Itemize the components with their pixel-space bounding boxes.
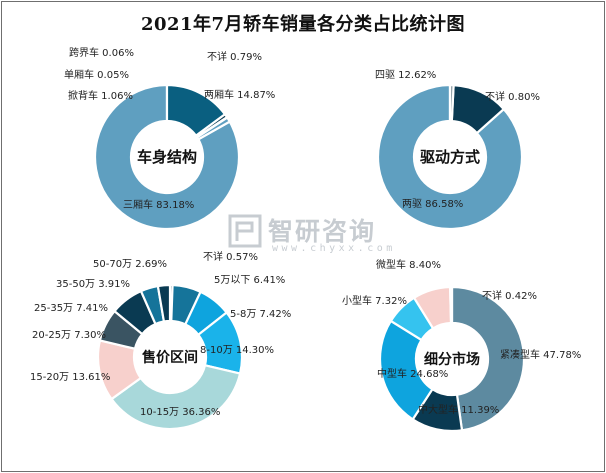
data-label-8-10万: 8-10万 14.30% <box>200 345 274 356</box>
slice-紧凑型车 <box>450 285 526 432</box>
data-label-单厢车: 单厢车 0.05% <box>64 68 129 81</box>
slice-两厢车 <box>165 83 227 138</box>
data-label-两驱: 两驱 86.58% <box>402 198 463 210</box>
data-label-5-8万: 5-8万 7.42% <box>230 309 291 320</box>
data-label-四驱: 四驱 12.62% <box>375 69 436 81</box>
data-label-小型车: 小型车 7.32% <box>342 294 407 307</box>
donut-chart-4: 细分市场 紧凑型车 47.78% 中大型车 11.39% 中型车 24.68% 小型车 … <box>342 258 581 433</box>
data-label-15-20万: 15-20万 13.61% <box>30 372 110 383</box>
data-label-跨界车: 跨界车 0.06% <box>69 46 134 59</box>
donut-center-label: 细分市场 <box>424 351 480 368</box>
data-label-5万以下: 5万以下 6.41% <box>214 275 285 286</box>
donut-chart-3: 售价区间 不详 0.57% 5万以下 6.41% 5-8万 7.42% 8-10万 14… <box>30 250 291 431</box>
data-label-20-25万: 20-25万 7.30% <box>32 330 106 341</box>
page-title: 2021年7月轿车销量各分类占比统计图 <box>140 14 466 35</box>
slice-两驱 <box>376 83 524 231</box>
donut-center-label: 售价区间 <box>141 349 198 366</box>
slice-三厢车 <box>93 83 241 231</box>
data-label-不详: 不详 0.80% <box>485 90 540 103</box>
slice-不详 <box>448 83 455 123</box>
donut-center-label: 车身结构 <box>137 148 197 166</box>
watermark-url: www.chyxx.com <box>272 243 396 254</box>
donut-center-label: 驱动方式 <box>420 148 480 166</box>
data-label-紧凑型车: 紧凑型车 47.78% <box>500 348 581 361</box>
data-label-三厢车: 三厢车 83.18% <box>123 198 194 211</box>
data-label-50-70万: 50-70万 2.69% <box>93 259 167 270</box>
data-label-掀背车: 掀背车 1.06% <box>68 89 133 102</box>
data-label-中大型车: 中大型车 11.39% <box>418 403 499 416</box>
slice-四驱 <box>450 83 506 135</box>
company-logo-icon <box>228 214 262 248</box>
data-label-10-15万: 10-15万 36.36% <box>140 407 220 418</box>
data-label-25-35万: 25-35万 7.41% <box>34 303 108 314</box>
slice-10-15万 <box>110 363 242 431</box>
slice-50-70万 <box>156 283 172 323</box>
watermark-name: 智研咨询 <box>268 217 377 246</box>
data-label-微型车: 微型车 8.40% <box>376 258 441 271</box>
data-label-不详: 不详 0.79% <box>207 50 262 63</box>
data-label-不详: 不详 0.42% <box>482 289 537 302</box>
slice-不详 <box>448 285 454 325</box>
data-label-35-50万: 35-50万 3.91% <box>56 279 130 290</box>
watermark: 智研咨询 www.chyxx.com <box>226 212 392 260</box>
data-label-不详: 不详 0.57% <box>203 250 258 263</box>
data-label-两厢车: 两厢车 14.87% <box>204 88 275 101</box>
data-label-中型车: 中型车 24.68% <box>377 367 448 380</box>
